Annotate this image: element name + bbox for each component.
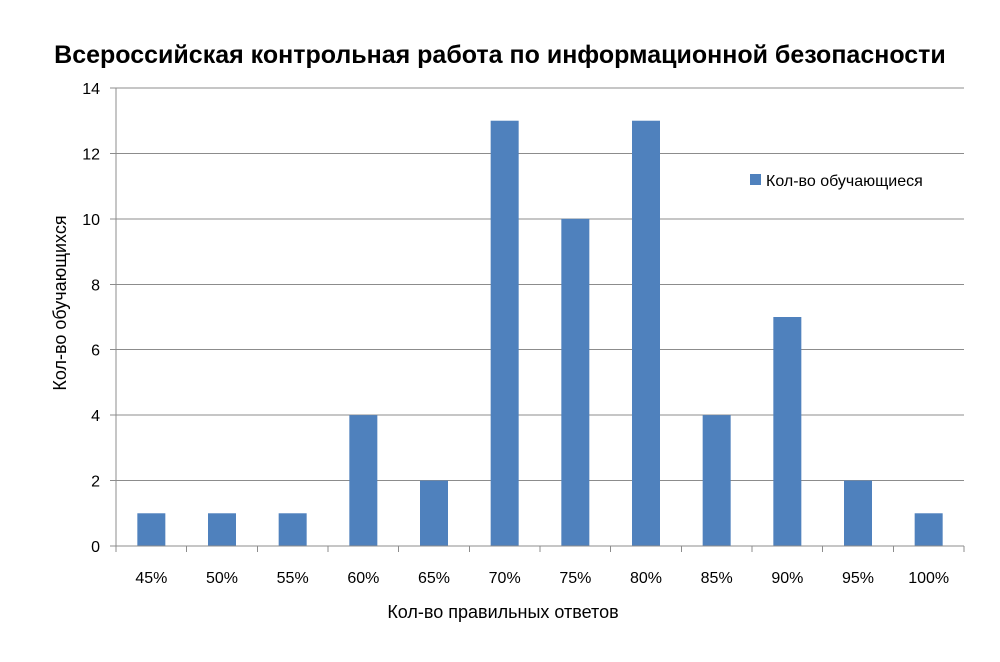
y-tick-label: 2 xyxy=(91,474,100,491)
x-tick-label: 45% xyxy=(135,570,167,587)
y-tick-label: 6 xyxy=(91,343,100,360)
x-axis-label: Кол-во правильных ответов xyxy=(387,602,618,622)
x-tick-label: 100% xyxy=(908,570,949,587)
bar-65% xyxy=(420,480,448,546)
y-tick-label: 12 xyxy=(82,146,100,163)
x-tick-label: 80% xyxy=(630,570,662,587)
x-tick-label: 90% xyxy=(771,570,803,587)
bar-95% xyxy=(844,480,872,546)
y-axis-label: Кол-во обучающихся xyxy=(50,215,70,390)
x-tick-label: 85% xyxy=(701,570,733,587)
x-tick-label: 65% xyxy=(418,570,450,587)
x-tick-label: 95% xyxy=(842,570,874,587)
y-tick-label: 8 xyxy=(91,277,100,294)
bar-60% xyxy=(349,415,378,546)
x-tick-label: 70% xyxy=(489,570,521,587)
bar-100% xyxy=(914,513,943,546)
x-tick-label: 60% xyxy=(347,570,379,587)
x-tick-label: 75% xyxy=(559,570,591,587)
y-tick-label: 0 xyxy=(91,539,100,556)
bar-75% xyxy=(561,218,590,546)
bar-90% xyxy=(773,317,802,546)
legend-swatch xyxy=(750,174,761,185)
y-tick-label: 14 xyxy=(82,81,100,98)
bar-85% xyxy=(702,415,731,546)
x-tick-label: 50% xyxy=(206,570,238,587)
bar-70% xyxy=(490,120,519,546)
chart-title: Всероссийская контрольная работа по инфо… xyxy=(54,41,946,69)
gridlines xyxy=(116,87,964,482)
bar-45% xyxy=(137,513,166,546)
bars xyxy=(137,120,943,546)
y-axis-ticks: 0 2 4 6 8 10 12 14 xyxy=(82,81,100,556)
legend-label: Кол-во обучающиеся xyxy=(766,173,923,190)
bar-80% xyxy=(632,120,660,546)
x-tick-label: 55% xyxy=(277,570,309,587)
x-axis-ticks: 45% 50% 55% 60% 65% 70% 75% 80% 85% 90% 95% 100% xyxy=(135,570,949,587)
y-tick-label: 4 xyxy=(91,408,100,425)
legend: Кол-во обучающиеся xyxy=(750,173,923,190)
bar-55% xyxy=(278,513,307,546)
y-tick-label: 10 xyxy=(82,212,100,229)
bar-50% xyxy=(208,513,236,546)
axes xyxy=(110,87,965,552)
